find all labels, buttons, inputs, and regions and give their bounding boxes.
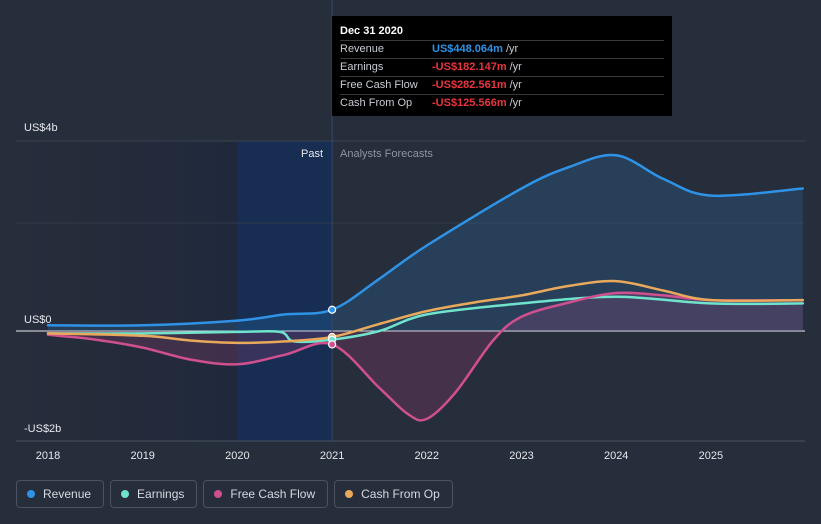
legend-item-free-cash-flow[interactable]: Free Cash Flow bbox=[203, 480, 329, 508]
tooltip-unit: /yr bbox=[509, 97, 522, 109]
tooltip-unit: /yr bbox=[509, 61, 522, 73]
past-label: Past bbox=[301, 148, 323, 160]
forecast-label: Analysts Forecasts bbox=[340, 148, 433, 160]
legend-item-cash-from-op[interactable]: Cash From Op bbox=[334, 480, 453, 508]
tooltip: Dec 31 2020 Revenue US$448.064m /yr Earn… bbox=[332, 16, 672, 116]
tooltip-value: US$448.064m bbox=[432, 43, 503, 55]
tooltip-unit: /yr bbox=[509, 79, 522, 91]
tooltip-row-free-cash-flow: Free Cash Flow -US$282.561m /yr bbox=[340, 76, 664, 94]
tooltip-label: Cash From Op bbox=[340, 97, 413, 109]
tooltip-row-cash-from-op: Cash From Op -US$125.566m /yr bbox=[340, 94, 664, 112]
x-tick-label: 2025 bbox=[699, 450, 723, 462]
legend-dot-icon bbox=[27, 490, 35, 498]
legend-dot-icon bbox=[214, 490, 223, 498]
free-cash-flow-marker bbox=[328, 340, 337, 349]
legend-label: Revenue bbox=[43, 487, 92, 501]
legend-label: Cash From Op bbox=[361, 487, 440, 501]
y-tick-label: US$0 bbox=[24, 314, 52, 326]
free-cash-flow-area bbox=[48, 292, 803, 421]
legend-item-revenue[interactable]: Revenue bbox=[16, 480, 105, 508]
tooltip-label: Free Cash Flow bbox=[340, 79, 418, 91]
revenue-area bbox=[48, 154, 803, 331]
legend-label: Free Cash Flow bbox=[230, 487, 316, 501]
revenue-marker bbox=[328, 305, 337, 314]
tooltip-value: -US$125.566m bbox=[432, 97, 507, 109]
tooltip-label: Earnings bbox=[340, 61, 384, 73]
x-tick-label: 2024 bbox=[604, 450, 628, 462]
tooltip-value: -US$282.561m bbox=[432, 79, 507, 91]
x-tick-label: 2021 bbox=[320, 450, 344, 462]
legend: Revenue Earnings Free Cash Flow Cash Fro… bbox=[16, 480, 453, 508]
tooltip-date: Dec 31 2020 bbox=[340, 25, 403, 37]
legend-dot-icon bbox=[121, 490, 130, 498]
past-year-highlight bbox=[237, 141, 333, 441]
legend-item-earnings[interactable]: Earnings bbox=[110, 480, 198, 508]
tooltip-unit: /yr bbox=[505, 43, 519, 55]
tooltip-row-revenue: Revenue US$448.064m /yr bbox=[340, 40, 664, 58]
x-tick-label: 2022 bbox=[415, 450, 439, 462]
tooltip-row-earnings: Earnings -US$182.147m /yr bbox=[340, 58, 664, 76]
x-tick-label: 2018 bbox=[36, 450, 60, 462]
earnings-line bbox=[46, 295, 805, 344]
revenue-line bbox=[46, 153, 805, 327]
cash-from-op-line bbox=[46, 279, 805, 345]
x-tick-label: 2020 bbox=[225, 450, 249, 462]
legend-dot-icon bbox=[345, 490, 354, 498]
legend-label: Earnings bbox=[137, 487, 185, 501]
tooltip-label: Revenue bbox=[340, 43, 385, 55]
x-tick-label: 2019 bbox=[130, 450, 154, 462]
y-tick-label: US$4b bbox=[24, 122, 58, 134]
tooltip-value: -US$182.147m bbox=[432, 61, 507, 73]
free-cash-flow-line bbox=[46, 291, 805, 422]
x-tick-label: 2023 bbox=[509, 450, 533, 462]
y-tick-label: -US$2b bbox=[24, 423, 61, 435]
